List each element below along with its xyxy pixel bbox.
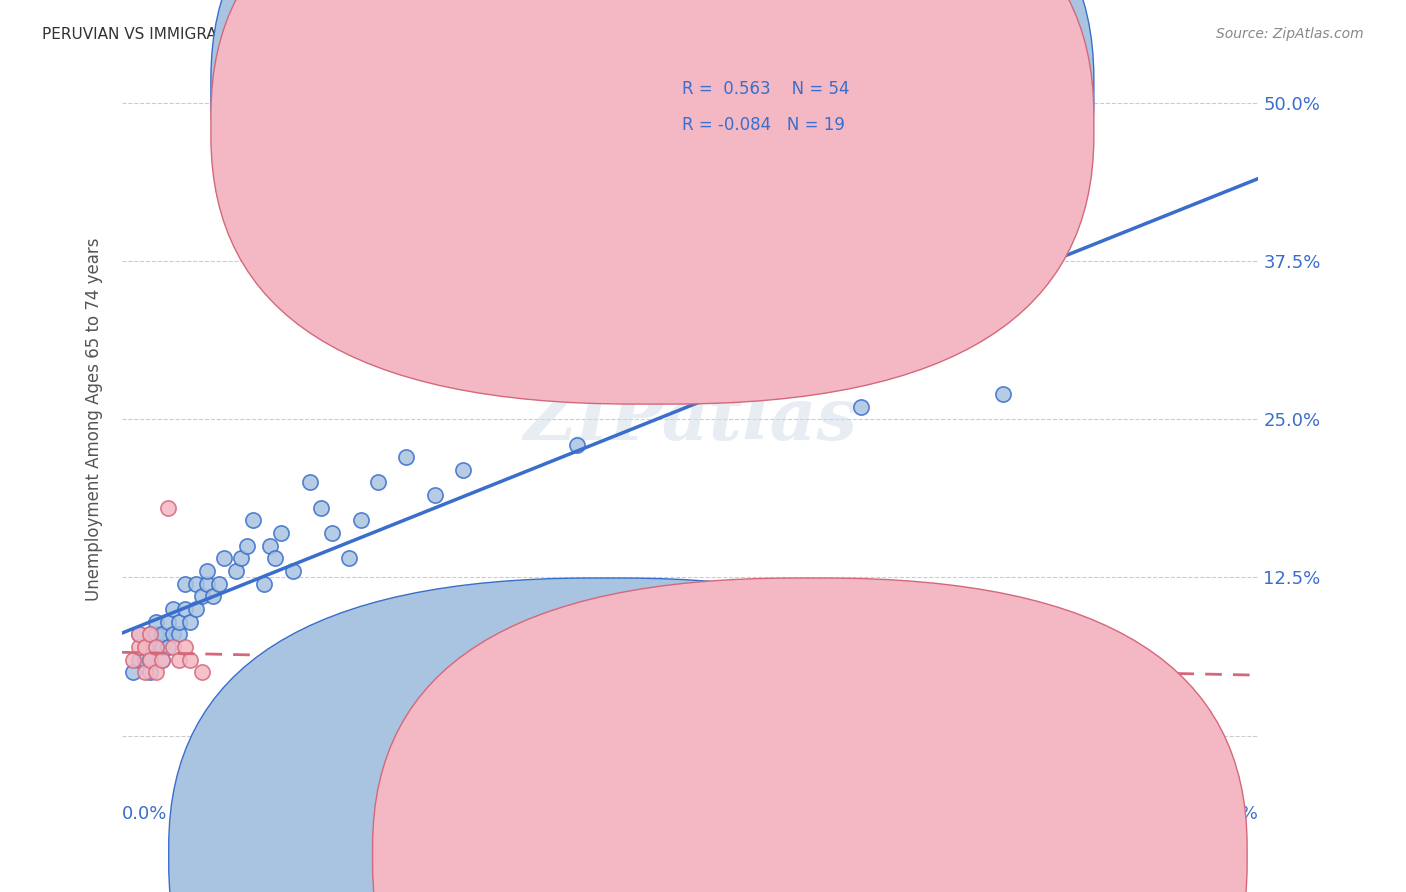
Point [145, 640, 167, 654]
Text: 20.0%: 20.0% [1202, 805, 1258, 823]
Point [122, 653, 145, 667]
Point [167, 627, 190, 641]
Point [195, 576, 218, 591]
Point [162, 627, 184, 641]
Point [201, 590, 224, 604]
Point [145, 627, 167, 641]
Point [242, 513, 264, 527]
Point [350, 513, 373, 527]
Point [139, 627, 162, 641]
Point [195, 729, 218, 743]
Point [367, 475, 389, 490]
Point [253, 576, 276, 591]
Point [208, 576, 231, 591]
Point [150, 653, 173, 667]
Point [134, 665, 156, 680]
Point [145, 665, 167, 680]
Point [139, 653, 162, 667]
Text: R = -0.084   N = 19: R = -0.084 N = 19 [682, 116, 845, 134]
Point [214, 703, 236, 717]
Point [509, 653, 531, 667]
Point [423, 488, 446, 502]
Point [150, 627, 173, 641]
Text: R =  0.563    N = 54: R = 0.563 N = 54 [682, 80, 849, 98]
Y-axis label: Unemployment Among Ages 65 to 74 years: Unemployment Among Ages 65 to 74 years [86, 237, 103, 601]
Point [184, 602, 207, 616]
Point [156, 615, 179, 629]
Point [156, 640, 179, 654]
Point [281, 564, 304, 578]
Point [309, 500, 332, 515]
Point [195, 564, 218, 578]
Point [298, 475, 321, 490]
Point [162, 602, 184, 616]
Point [134, 653, 156, 667]
Point [236, 539, 259, 553]
Point [179, 615, 201, 629]
Point [214, 551, 236, 566]
Point [128, 653, 150, 667]
Point [150, 653, 173, 667]
Point [565, 437, 588, 451]
Point [849, 400, 872, 414]
Point [321, 526, 343, 541]
Text: Immigrants from Zaire: Immigrants from Zaire [844, 847, 1031, 865]
Text: Peruvians: Peruvians [633, 847, 714, 865]
Point [139, 627, 162, 641]
Point [173, 640, 195, 654]
Point [184, 576, 207, 591]
Point [991, 387, 1014, 401]
Point [128, 627, 150, 641]
Point [162, 640, 184, 654]
Text: 0.0%: 0.0% [122, 805, 167, 823]
Point [270, 526, 292, 541]
Point [395, 450, 418, 465]
Point [139, 653, 162, 667]
Point [139, 665, 162, 680]
Point [145, 615, 167, 629]
Point [156, 500, 179, 515]
Point [259, 539, 281, 553]
Point [190, 665, 212, 680]
Point [145, 640, 167, 654]
Point [122, 665, 145, 680]
Point [225, 564, 247, 578]
Point [167, 615, 190, 629]
Point [679, 171, 702, 186]
Point [451, 463, 474, 477]
Point [173, 602, 195, 616]
Point [179, 653, 201, 667]
Point [173, 576, 195, 591]
Point [134, 640, 156, 654]
Point [128, 640, 150, 654]
Point [167, 653, 190, 667]
Text: PERUVIAN VS IMMIGRANTS FROM ZAIRE UNEMPLOYMENT AMONG AGES 65 TO 74 YEARS CORRELA: PERUVIAN VS IMMIGRANTS FROM ZAIRE UNEMPL… [42, 27, 887, 42]
Point [337, 551, 360, 566]
Point [231, 551, 253, 566]
Point [264, 551, 287, 566]
Point [190, 590, 212, 604]
Text: Source: ZipAtlas.com: Source: ZipAtlas.com [1216, 27, 1364, 41]
Point [128, 627, 150, 641]
Text: ZIPatlas: ZIPatlas [523, 384, 858, 455]
Point [623, 640, 645, 654]
Point [150, 640, 173, 654]
Point [134, 640, 156, 654]
